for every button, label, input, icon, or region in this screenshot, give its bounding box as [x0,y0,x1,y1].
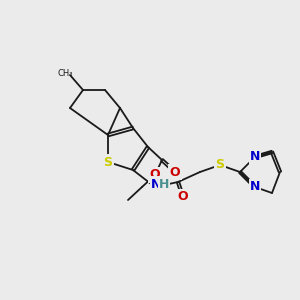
Text: N: N [250,181,260,194]
Text: O: O [150,169,160,182]
Text: O: O [170,166,180,178]
Text: S: S [103,155,112,169]
Text: H: H [159,178,169,190]
Text: N: N [250,151,260,164]
Text: O: O [178,190,188,203]
Text: CH₃: CH₃ [57,68,73,77]
Text: S: S [215,158,224,172]
Text: N: N [151,178,161,190]
